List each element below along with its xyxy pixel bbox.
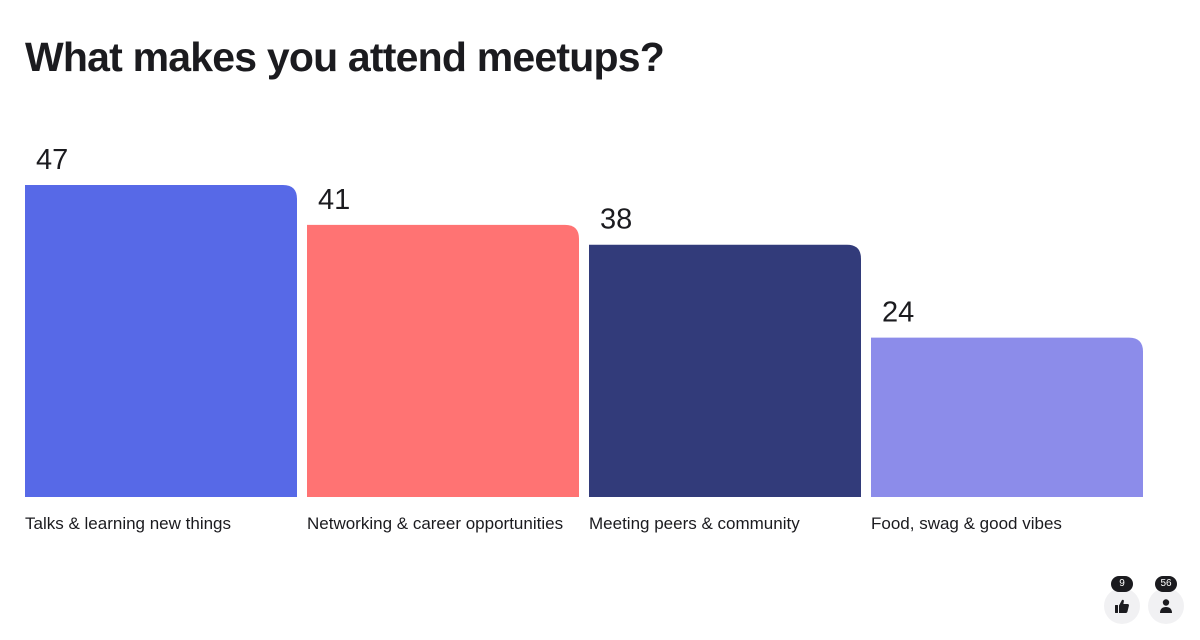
bar-chart: 47 Talks & learning new things 41 Networkin… bbox=[25, 144, 1143, 533]
like-button[interactable]: 9 bbox=[1104, 576, 1140, 624]
bar-food-swag-and-good-vibes bbox=[871, 337, 1143, 497]
value-label: 38 bbox=[600, 204, 632, 236]
participant-count-badge: 56 bbox=[1155, 576, 1177, 592]
thumbs-up-icon bbox=[1115, 599, 1129, 613]
value-label: 24 bbox=[882, 297, 914, 329]
value-label: 47 bbox=[36, 144, 68, 176]
category-label: Talks & learning new things bbox=[25, 514, 231, 533]
person-icon bbox=[1160, 599, 1172, 613]
bar-networking-and-career-opportunities bbox=[307, 224, 579, 498]
participants-button[interactable]: 56 bbox=[1148, 576, 1184, 624]
bar-meeting-peers-and-community bbox=[589, 244, 861, 497]
reaction-bar: 9 56 bbox=[1104, 576, 1184, 624]
like-count-badge: 9 bbox=[1111, 576, 1133, 592]
category-label: Food, swag & good vibes bbox=[871, 514, 1062, 533]
bar-talks-and-learning-new-things bbox=[25, 185, 297, 497]
chart-title: What makes you attend meetups? bbox=[25, 34, 665, 80]
category-label: Meeting peers & community bbox=[589, 514, 800, 533]
value-label: 41 bbox=[318, 184, 350, 216]
category-label: Networking & career opportunities bbox=[307, 514, 563, 533]
